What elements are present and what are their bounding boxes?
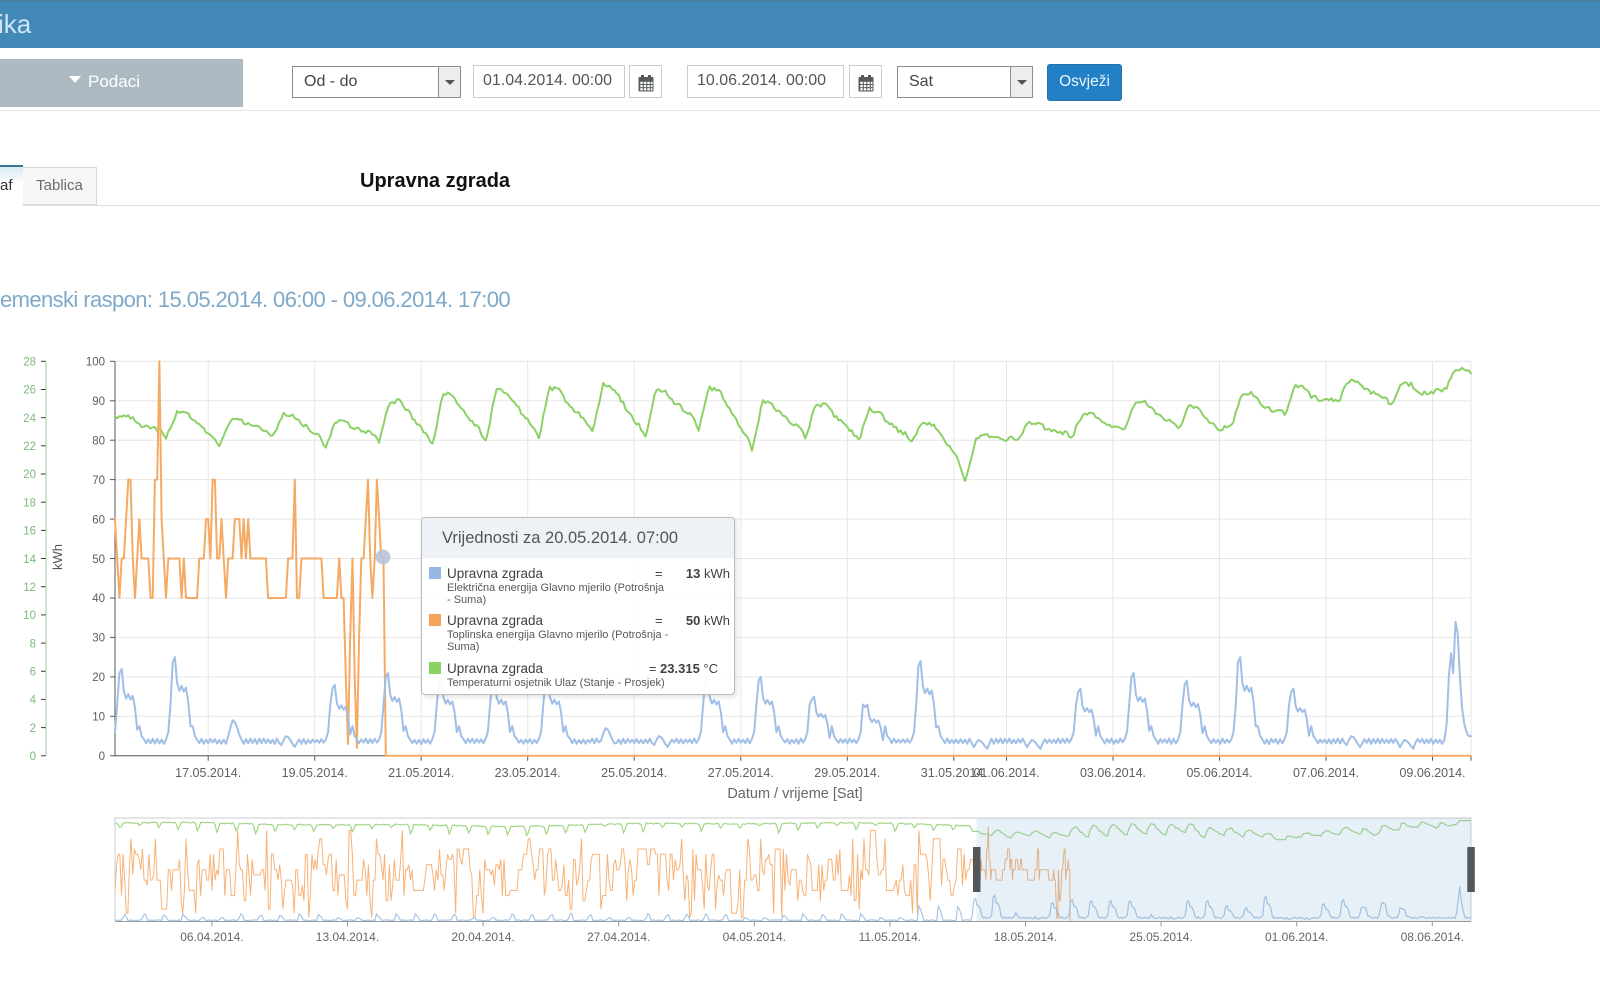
svg-text:8: 8 — [30, 638, 36, 650]
svg-text:23.05.2014.: 23.05.2014. — [495, 766, 561, 780]
svg-text:01.06.2014.: 01.06.2014. — [973, 766, 1039, 780]
svg-text:19.05.2014.: 19.05.2014. — [282, 766, 348, 780]
svg-text:11.05.2014.: 11.05.2014. — [859, 930, 922, 944]
svg-text:4: 4 — [30, 695, 37, 707]
svg-text:25.05.2014.: 25.05.2014. — [601, 766, 667, 780]
svg-text:26: 26 — [23, 385, 36, 397]
svg-text:17.05.2014.: 17.05.2014. — [175, 766, 241, 780]
svg-text:2: 2 — [30, 723, 36, 735]
svg-text:05.06.2014.: 05.06.2014. — [1186, 766, 1252, 780]
svg-text:100: 100 — [86, 357, 105, 369]
svg-text:08.06.2014.: 08.06.2014. — [1401, 930, 1464, 944]
svg-text:70: 70 — [92, 475, 105, 487]
svg-text:25.05.2014.: 25.05.2014. — [1129, 930, 1192, 944]
svg-text:Datum / vrijeme [Sat]: Datum / vrijeme [Sat] — [727, 786, 862, 802]
svg-text:60: 60 — [92, 514, 105, 526]
svg-text:04.05.2014.: 04.05.2014. — [723, 930, 786, 944]
svg-text:07.06.2014.: 07.06.2014. — [1293, 766, 1359, 780]
svg-text:28: 28 — [23, 357, 36, 369]
svg-text:20.04.2014.: 20.04.2014. — [451, 930, 514, 944]
svg-text:0: 0 — [30, 751, 36, 763]
svg-text:12: 12 — [23, 582, 36, 594]
svg-text:90: 90 — [92, 396, 105, 408]
svg-text:06.04.2014.: 06.04.2014. — [180, 930, 243, 944]
svg-text:27.04.2014.: 27.04.2014. — [587, 930, 650, 944]
svg-text:18.05.2014.: 18.05.2014. — [994, 930, 1057, 944]
svg-text:16: 16 — [23, 526, 36, 538]
svg-text:03.06.2014.: 03.06.2014. — [1080, 766, 1146, 780]
svg-text:40: 40 — [92, 593, 105, 605]
svg-text:01.06.2014.: 01.06.2014. — [1265, 930, 1328, 944]
svg-text:18: 18 — [23, 497, 36, 509]
svg-text:20: 20 — [23, 469, 36, 481]
svg-text:09.06.2014.: 09.06.2014. — [1399, 766, 1465, 780]
svg-text:20: 20 — [92, 672, 105, 684]
svg-text:80: 80 — [92, 435, 105, 447]
svg-text:13.04.2014.: 13.04.2014. — [316, 930, 379, 944]
svg-text:31.05.2014.: 31.05.2014. — [921, 766, 987, 780]
svg-text:10: 10 — [23, 610, 36, 622]
svg-text:29.05.2014.: 29.05.2014. — [814, 766, 880, 780]
svg-text:27.05.2014.: 27.05.2014. — [708, 766, 774, 780]
svg-text:22: 22 — [23, 441, 36, 453]
svg-text:21.05.2014.: 21.05.2014. — [388, 766, 454, 780]
svg-text:10: 10 — [92, 712, 105, 724]
svg-text:kWh: kWh — [50, 544, 65, 570]
svg-text:0: 0 — [99, 751, 105, 763]
svg-text:50: 50 — [92, 554, 105, 566]
svg-text:14: 14 — [23, 554, 36, 566]
svg-text:6: 6 — [30, 667, 36, 679]
svg-text:24: 24 — [23, 413, 36, 425]
svg-text:30: 30 — [92, 633, 105, 645]
